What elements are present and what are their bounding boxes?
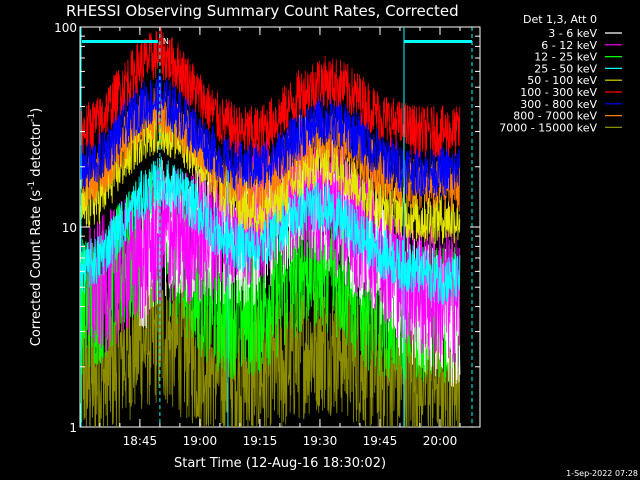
x-axis-label: Start Time (12-Aug-16 18:30:02) [174,456,386,471]
x-tick-label: 19:30 [303,434,338,448]
y-tick-label: 1 [69,421,77,435]
legend-label: 3 - 6 keV [548,27,597,40]
x-axis: 18:45 19:00 19:15 19:30 19:45 20:00 [99,27,481,448]
series-line [80,156,461,305]
observation-bar [403,40,472,43]
legend-header: Det 1,3, Att 0 [523,13,597,26]
observation-bar [82,40,158,43]
flag-label: N [163,37,169,46]
legend-label: 800 - 7000 keV [513,110,597,123]
legend-label: 7000 - 15000 keV [499,121,597,134]
x-tick-label: 19:00 [183,434,218,448]
y-tick-label: 100 [54,21,77,35]
series-line [80,72,461,198]
legend-label: 300 - 800 keV [520,98,597,111]
x-tick-label: 19:45 [363,434,398,448]
series-line [87,120,461,366]
y-axis: 1 10 100 [54,21,480,435]
legend-label: 50 - 100 keV [527,74,597,87]
series-line [80,27,461,158]
y-axis-label: Corrected Count Rate (s-1 detector-1) [27,108,44,346]
legend-label: 25 - 50 keV [534,62,597,75]
x-tick-label: 18:45 [123,434,158,448]
x-tick-label: 19:15 [243,434,278,448]
legend-label: 6 - 12 keV [541,39,597,52]
legend-label: 100 - 300 keV [520,86,597,99]
legend-label: 12 - 25 keV [534,51,597,64]
chart-title: RHESSI Observing Summary Count Rates, Co… [66,2,459,20]
series-layer [80,27,461,427]
footer-date: 1-Sep-2022 07:28 [566,469,638,478]
x-tick-label: 20:00 [423,434,458,448]
y-tick-label: 10 [62,221,77,235]
